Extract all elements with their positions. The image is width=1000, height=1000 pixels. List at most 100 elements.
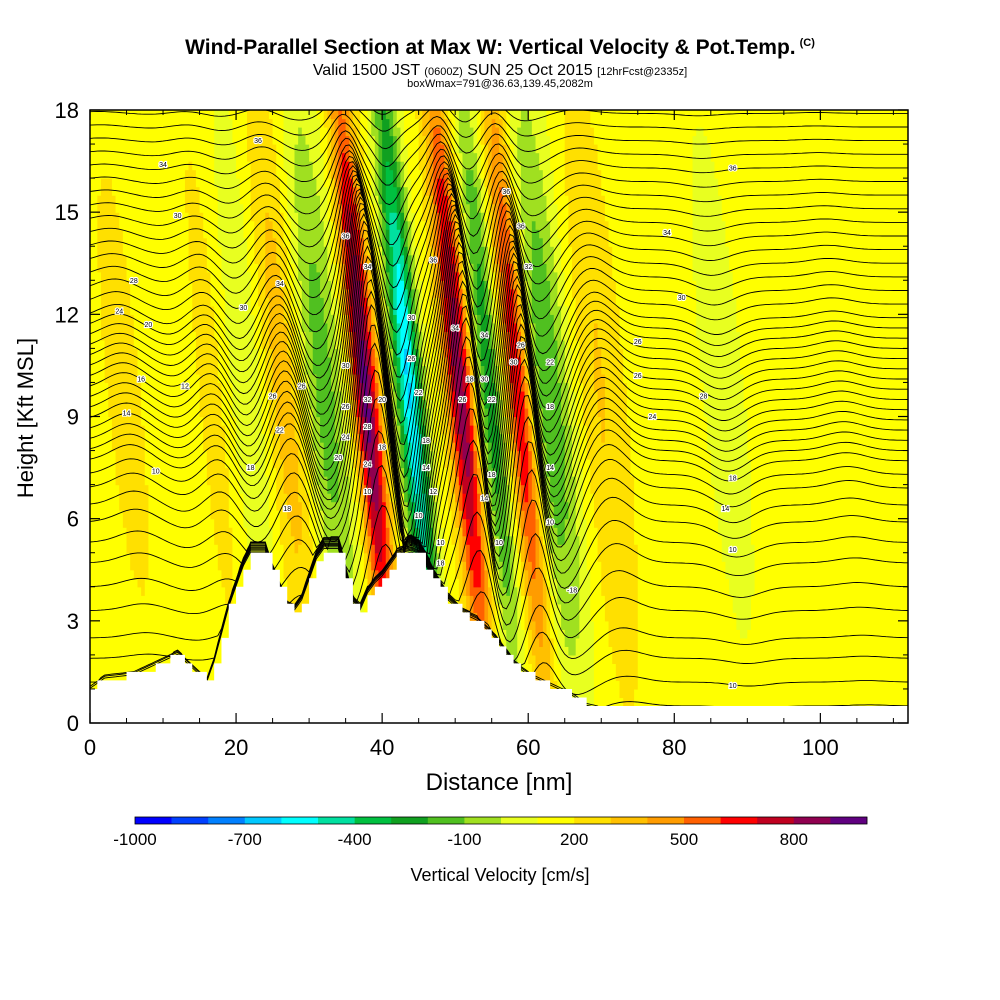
field-cell [371, 110, 376, 137]
field-cell [853, 110, 858, 723]
field-cell [265, 390, 270, 477]
field-cell [188, 110, 193, 162]
field-cell [283, 493, 288, 579]
field-cell [520, 110, 526, 230]
field-cell [637, 110, 643, 723]
field-cell [590, 127, 595, 494]
field-cell [225, 339, 230, 469]
chart-title-text: Wind-Parallel Section at Max W: Vertical… [185, 36, 796, 59]
field-cell [382, 442, 387, 477]
field-cell [513, 271, 518, 290]
field-cell [455, 450, 460, 477]
field-cell [411, 110, 416, 213]
field-cell [524, 339, 529, 367]
field-cell [517, 356, 522, 452]
field-cell [287, 288, 292, 358]
colorbar-swatch [171, 817, 209, 824]
field-cell [210, 305, 215, 520]
field-cell [499, 152, 504, 188]
field-cell [480, 365, 485, 401]
field-cell [371, 569, 376, 588]
field-cell [349, 161, 354, 179]
field-cell [396, 382, 402, 409]
field-cell [385, 459, 391, 494]
field-cell [886, 110, 891, 723]
field-cell [404, 305, 409, 349]
field-cell [290, 399, 296, 537]
field-cell [666, 110, 672, 723]
field-cell [415, 246, 420, 290]
field-cell [506, 365, 511, 392]
field-cell [272, 390, 277, 469]
field-cell [111, 450, 117, 723]
field-cell [769, 110, 774, 723]
field-cell [517, 527, 522, 554]
field-cell [122, 527, 128, 723]
field-cell [462, 305, 467, 324]
field-cell [283, 169, 288, 247]
contour-label: 20 [378, 397, 386, 404]
field-cell [331, 263, 336, 315]
field-cell [856, 110, 862, 723]
field-cell [382, 110, 387, 213]
field-cell [363, 450, 369, 469]
field-cell [378, 561, 383, 596]
contour-label: 10 [152, 468, 160, 475]
contour-label: 12 [181, 383, 189, 390]
field-cell [440, 382, 445, 435]
field-cell [469, 535, 475, 571]
field-cell [272, 144, 277, 239]
field-cell [301, 450, 307, 707]
field-cell [458, 254, 464, 273]
field-cell [199, 416, 204, 723]
field-cell [378, 450, 383, 486]
copyright-mark: (C) [799, 37, 815, 49]
field-cell [137, 382, 142, 588]
field-cell [415, 425, 420, 494]
colorbar-swatch [244, 817, 282, 824]
field-cell [283, 110, 288, 171]
field-cell [334, 229, 339, 264]
colorbar-swatch [830, 817, 868, 824]
isentrope-line [90, 396, 908, 582]
field-cell [593, 322, 599, 392]
field-cell [542, 195, 548, 264]
colorbar-swatch [318, 817, 355, 824]
field-cell [531, 467, 537, 503]
field-cell [539, 646, 544, 707]
field-cell [389, 135, 394, 171]
field-cell [341, 263, 347, 290]
field-cell [462, 535, 467, 562]
field-cell [488, 229, 493, 256]
field-cell [356, 186, 361, 213]
field-cell [309, 407, 314, 469]
field-cell [385, 110, 391, 120]
field-cell [294, 305, 299, 367]
colorbar-frame [134, 816, 868, 825]
field-cell [422, 135, 427, 222]
field-cell [582, 425, 588, 520]
field-cell [181, 110, 186, 723]
field-cell [283, 322, 288, 494]
field-cell [415, 322, 420, 349]
field-cell [473, 476, 478, 588]
field-cell [509, 237, 515, 264]
field-cell [254, 348, 259, 613]
field-cell [714, 110, 719, 179]
field-cell [531, 578, 537, 622]
field-cell [378, 484, 383, 562]
field-cell [572, 297, 577, 392]
field-cell [707, 110, 712, 145]
field-cell [513, 586, 518, 690]
field-cell [696, 339, 701, 723]
field-cell [119, 510, 124, 723]
field-cell [477, 263, 482, 315]
field-cell [400, 161, 405, 188]
field-cell [352, 254, 358, 332]
field-cell [681, 110, 686, 723]
field-cell [312, 263, 318, 375]
contour-label: 24 [342, 434, 350, 441]
field-cell [396, 212, 402, 230]
field-cell [495, 493, 500, 537]
field-cell [371, 135, 376, 205]
